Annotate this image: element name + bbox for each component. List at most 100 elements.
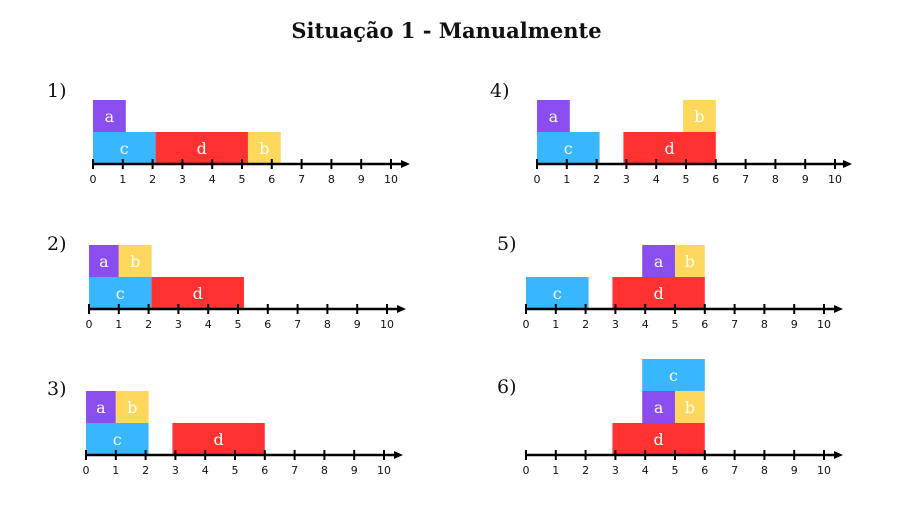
axis-arrow-icon: [401, 160, 410, 168]
tick-label: 7: [298, 173, 305, 186]
tick-label: 4: [642, 318, 649, 331]
panel-5: 5) c da b 0 1 2 3 4 5 6 7 8 9 10: [497, 233, 843, 331]
tick-label: 9: [791, 464, 798, 477]
tick-label: 5: [672, 464, 679, 477]
block-label-b: b: [127, 398, 137, 417]
tick-label: 8: [761, 318, 768, 331]
tick-label: 4: [653, 173, 660, 186]
tick-label: 7: [742, 173, 749, 186]
block-label-c: c: [564, 139, 573, 158]
tick-label: 0: [90, 173, 97, 186]
block-d: [623, 132, 716, 164]
block-a: [93, 100, 126, 132]
tick-label: 3: [623, 173, 630, 186]
panel-label: 5): [497, 233, 517, 255]
block-c: [526, 277, 589, 309]
block-label-a: a: [105, 107, 115, 126]
tick-label: 0: [523, 464, 530, 477]
block-label-b: b: [259, 139, 269, 158]
tick-label: 5: [672, 318, 679, 331]
tick-label: 8: [324, 318, 331, 331]
tick-label: 6: [268, 173, 275, 186]
tick-label: 6: [701, 464, 708, 477]
tick-label: 6: [261, 464, 268, 477]
block-label-d: d: [653, 430, 663, 449]
block-label-a: a: [96, 398, 106, 417]
tick-label: 8: [328, 173, 335, 186]
tick-label: 4: [205, 318, 212, 331]
axis-arrow-icon: [843, 160, 852, 168]
tick-label: 0: [523, 318, 530, 331]
tick-label: 8: [761, 464, 768, 477]
block-a: [86, 391, 116, 423]
tick-label: 1: [119, 173, 126, 186]
tick-label: 5: [235, 318, 242, 331]
block-c: [89, 277, 152, 309]
axis-arrow-icon: [834, 305, 843, 313]
block-label-d: d: [193, 284, 203, 303]
tick-label: 2: [582, 318, 589, 331]
block-label-c: c: [553, 284, 562, 303]
panel-label: 1): [47, 80, 67, 102]
tick-label: 3: [612, 318, 619, 331]
tick-label: 2: [593, 173, 600, 186]
block-b: [247, 132, 281, 164]
tick-label: 9: [354, 318, 361, 331]
tick-label: 6: [712, 173, 719, 186]
tick-label: 1: [552, 464, 559, 477]
tick-label: 10: [828, 173, 842, 186]
tick-label: 8: [772, 173, 779, 186]
block-a: [642, 391, 675, 423]
block-b: [683, 100, 716, 132]
tick-label: 4: [642, 464, 649, 477]
block-a: [642, 245, 675, 277]
block-label-d: d: [664, 139, 674, 158]
block-label-d: d: [197, 139, 207, 158]
tick-label: 9: [791, 318, 798, 331]
tick-label: 10: [380, 318, 394, 331]
block-c: [93, 132, 156, 164]
panel-label: 4): [490, 80, 510, 102]
panel-2: 2) a bc d 0 1 2 3 4 5 6 7 8 9 10: [47, 233, 406, 331]
tick-label: 7: [291, 464, 298, 477]
block-b: [675, 245, 705, 277]
panel-label: 3): [47, 378, 67, 400]
tick-label: 7: [731, 318, 738, 331]
block-label-d: d: [213, 430, 223, 449]
block-label-a: a: [654, 398, 664, 417]
block-label-b: b: [685, 252, 695, 271]
block-d: [612, 277, 705, 309]
tick-label: 5: [239, 173, 246, 186]
tick-label: 3: [612, 464, 619, 477]
page-title: Situação 1 - Manualmente: [291, 18, 602, 43]
block-d: [612, 423, 705, 455]
tick-label: 7: [731, 464, 738, 477]
tick-label: 1: [552, 318, 559, 331]
tick-label: 0: [86, 318, 93, 331]
block-label-a: a: [549, 107, 559, 126]
block-label-b: b: [685, 398, 695, 417]
panel-label: 2): [47, 233, 67, 255]
axis-arrow-icon: [834, 451, 843, 459]
tick-label: 10: [384, 173, 398, 186]
tick-label: 8: [321, 464, 328, 477]
tick-label: 3: [175, 318, 182, 331]
block-label-c: c: [669, 366, 678, 385]
tick-label: 10: [817, 318, 831, 331]
tick-label: 2: [149, 173, 156, 186]
block-a: [89, 245, 119, 277]
tick-label: 2: [142, 464, 149, 477]
block-a: [537, 100, 570, 132]
block-d: [151, 277, 244, 309]
block-d: [172, 423, 265, 455]
tick-label: 6: [264, 318, 271, 331]
block-b: [115, 391, 149, 423]
axis-arrow-icon: [394, 451, 403, 459]
tick-label: 5: [232, 464, 239, 477]
block-label-a: a: [654, 252, 664, 271]
block-label-c: c: [113, 430, 122, 449]
tick-label: 2: [145, 318, 152, 331]
block-label-c: c: [116, 284, 125, 303]
tick-label: 10: [817, 464, 831, 477]
